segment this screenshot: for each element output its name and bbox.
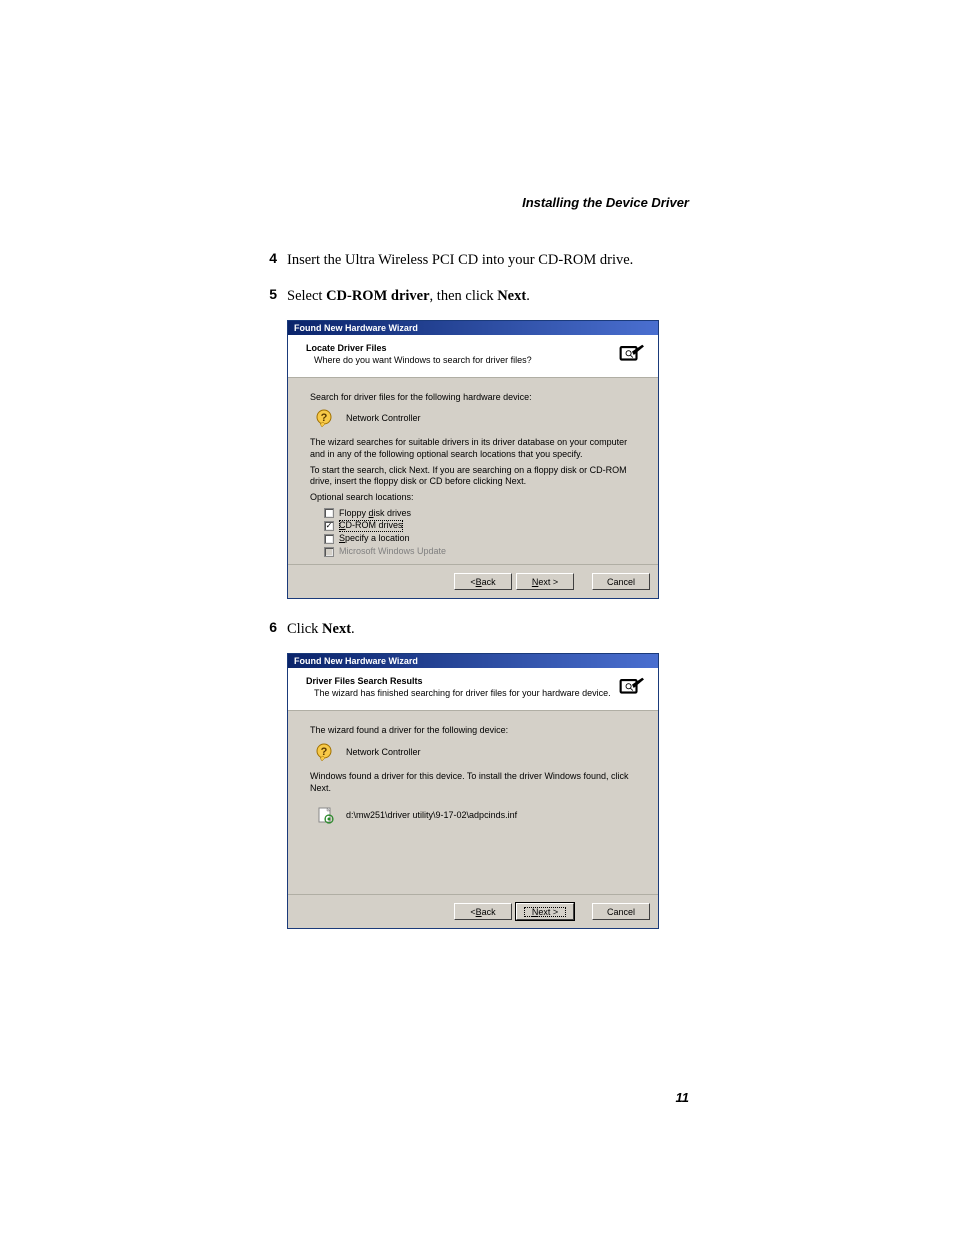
question-icon: ?: [316, 743, 336, 763]
step-text: Click Next.: [287, 619, 355, 641]
back-button[interactable]: < Back: [454, 573, 512, 590]
checkbox-icon: ✓: [324, 521, 334, 531]
found-new-hardware-wizard-dialog-results: Found New Hardware Wizard Driver Files S…: [287, 653, 659, 929]
step-5: 5 Select CD-ROM driver, then click Next.: [255, 286, 734, 308]
dialog-titlebar: Found New Hardware Wizard: [288, 321, 658, 335]
next-button[interactable]: Next >: [516, 573, 574, 590]
section-header: Installing the Device Driver: [522, 195, 689, 210]
svg-text:?: ?: [321, 412, 328, 424]
cancel-button[interactable]: Cancel: [592, 573, 650, 590]
file-row: d:\mw251\driver utility\9-17-02\adpcinds…: [316, 806, 636, 826]
dialog-header: Locate Driver Files Where do you want Wi…: [288, 335, 658, 378]
button-row: < Back Next > Cancel: [288, 564, 658, 598]
options-label: Optional search locations:: [310, 492, 636, 504]
header-subtitle: The wizard has finished searching for dr…: [306, 688, 611, 698]
checkbox-specify[interactable]: Specify a location: [324, 533, 636, 545]
next-button[interactable]: Next >: [516, 903, 574, 920]
body-text: The wizard found a driver for the follow…: [310, 725, 636, 737]
back-button[interactable]: < Back: [454, 903, 512, 920]
device-name: Network Controller: [346, 413, 421, 425]
checkbox-icon: [324, 508, 334, 518]
step-number: 5: [255, 286, 277, 302]
svg-text:?: ?: [321, 746, 328, 758]
page: Installing the Device Driver 4 Insert th…: [0, 0, 954, 1235]
body-text: To start the search, click Next. If you …: [310, 465, 636, 488]
checkbox-floppy[interactable]: Floppy disk drives: [324, 508, 636, 520]
checkbox-icon: [324, 534, 334, 544]
inf-file-icon: [316, 806, 336, 826]
device-row: ? Network Controller: [316, 743, 636, 763]
header-subtitle: Where do you want Windows to search for …: [306, 355, 532, 365]
checkbox-label: CD-ROM drives: [339, 520, 403, 532]
device-row: ? Network Controller: [316, 409, 636, 429]
checkbox-cdrom[interactable]: ✓ CD-ROM drives: [324, 520, 636, 532]
cancel-button[interactable]: Cancel: [592, 903, 650, 920]
step-number: 6: [255, 619, 277, 635]
body-text: The wizard searches for suitable drivers…: [310, 437, 636, 460]
dialog-titlebar: Found New Hardware Wizard: [288, 654, 658, 668]
step-4: 4 Insert the Ultra Wireless PCI CD into …: [255, 250, 734, 272]
checkbox-label: Floppy disk drives: [339, 508, 411, 520]
question-icon: ?: [316, 409, 336, 429]
step-text: Select CD-ROM driver, then click Next.: [287, 286, 530, 308]
dialog-body: The wizard found a driver for the follow…: [288, 711, 658, 894]
device-name: Network Controller: [346, 747, 421, 759]
button-row: < Back Next > Cancel: [288, 894, 658, 928]
step-6: 6 Click Next.: [255, 619, 734, 641]
found-new-hardware-wizard-dialog-locate: Found New Hardware Wizard Locate Driver …: [287, 320, 659, 600]
body-text: Windows found a driver for this device. …: [310, 771, 636, 794]
page-number: 11: [676, 1090, 690, 1105]
file-path: d:\mw251\driver utility\9-17-02\adpcinds…: [346, 810, 517, 822]
dialog-header: Driver Files Search Results The wizard h…: [288, 668, 658, 711]
checkbox-msupdate: Microsoft Windows Update: [324, 546, 636, 558]
checkbox-label: Specify a location: [339, 533, 410, 545]
wizard-icon: [618, 676, 646, 700]
checkbox-label: Microsoft Windows Update: [339, 546, 446, 558]
step-number: 4: [255, 250, 277, 266]
step-text: Insert the Ultra Wireless PCI CD into yo…: [287, 250, 633, 272]
body-text: Search for driver files for the followin…: [310, 392, 636, 404]
wizard-icon: [618, 343, 646, 367]
dialog-body: Search for driver files for the followin…: [288, 378, 658, 565]
checkbox-icon: [324, 547, 334, 557]
header-title: Locate Driver Files: [306, 343, 532, 353]
header-title: Driver Files Search Results: [306, 676, 611, 686]
